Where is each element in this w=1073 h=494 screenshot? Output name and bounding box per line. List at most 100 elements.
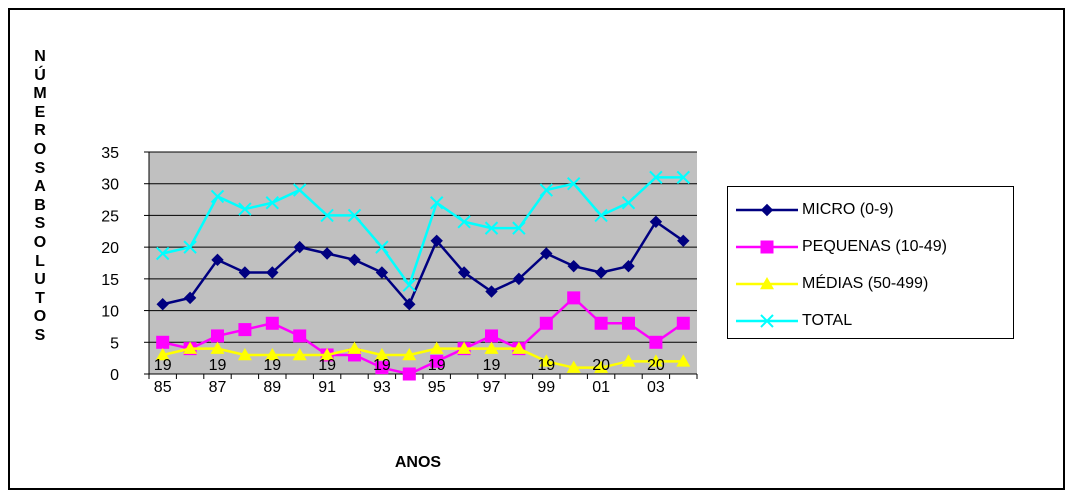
- x-tick-label-bottom: 03: [647, 379, 665, 396]
- data-point-square: [402, 367, 416, 381]
- x-axis-title: ANOS: [395, 454, 442, 471]
- y-axis-title-letter: S: [34, 159, 46, 177]
- data-point-square: [594, 316, 608, 330]
- data-point-x: [265, 196, 280, 210]
- data-point-square: [265, 316, 279, 330]
- series-layer: [155, 170, 691, 381]
- data-point-triangle: [320, 347, 335, 361]
- data-point-triangle: [155, 347, 170, 361]
- x-tick-label-top: 19: [483, 357, 501, 374]
- data-point-x: [594, 208, 608, 223]
- data-point-diamond: [485, 285, 498, 298]
- legend-label: MÉDIAS (50-499): [802, 275, 929, 292]
- data-point-x-stroke: [760, 314, 774, 328]
- data-point-x: [347, 208, 362, 223]
- series-group: [155, 341, 691, 373]
- y-tick-label: 10: [101, 304, 119, 321]
- data-point-diamond: [211, 253, 224, 267]
- x-tick-label-bottom: 99: [537, 379, 555, 396]
- series-line: [162, 347, 684, 369]
- data-point-x-stroke: [512, 221, 526, 235]
- y-axis-title-letter: U: [34, 271, 46, 289]
- x-tick-label-bottom: 91: [318, 379, 336, 396]
- y-tick-label: 35: [101, 145, 119, 162]
- data-point-diamond: [266, 266, 279, 279]
- y-axis-title-letter: O: [33, 233, 47, 251]
- legend-swatch: [736, 314, 798, 328]
- legend-item: TOTAL: [734, 308, 852, 334]
- data-point-diamond: [430, 234, 443, 248]
- data-point-x: [457, 215, 471, 229]
- data-point-x-stroke: [594, 208, 608, 223]
- data-point-square: [211, 329, 224, 343]
- data-point-x: [292, 183, 307, 197]
- data-point-x: [210, 189, 225, 204]
- y-axis-title-letter: M: [33, 85, 47, 103]
- data-point-triangle: [566, 360, 581, 373]
- x-tick-label-bottom: 01: [592, 379, 610, 396]
- y-axis-title-letter: Ú: [34, 66, 46, 84]
- data-point-triangle: [292, 347, 307, 361]
- data-point-x: [621, 196, 636, 210]
- data-point-x-stroke: [484, 221, 499, 235]
- y-axis-title-letter: S: [34, 215, 46, 233]
- y-tick-label: 0: [110, 367, 119, 384]
- data-point-square: [676, 316, 690, 330]
- data-point-diamond: [622, 259, 635, 273]
- x-tick-label-bottom: 85: [154, 379, 172, 396]
- y-tick-label: 15: [101, 272, 119, 289]
- data-point-diamond: [348, 253, 361, 267]
- y-axis-title-letter: R: [34, 122, 46, 140]
- y-axis-title-letter: E: [34, 103, 46, 121]
- data-point-x: [429, 196, 444, 210]
- data-point-square: [485, 329, 498, 343]
- data-point-x: [320, 208, 334, 223]
- data-point-diamond: [183, 291, 197, 305]
- data-point-square: [539, 316, 553, 330]
- legend-item: MICRO (0-9): [734, 197, 894, 223]
- data-point-square: [430, 354, 444, 368]
- data-point-x: [676, 170, 691, 185]
- x-tick-label-top: 19: [373, 357, 391, 374]
- y-axis-title-letter: L: [35, 252, 45, 270]
- data-point-x: [566, 177, 581, 191]
- data-point-triangle: [648, 354, 663, 367]
- data-point-x-stroke: [402, 278, 417, 292]
- x-tick-label-top: 20: [592, 357, 610, 374]
- data-point-x-stroke: [238, 202, 252, 216]
- x-tick-label-bottom: 93: [373, 379, 391, 396]
- legend-item: PEQUENAS (10-49): [734, 234, 947, 260]
- data-point-x: [375, 240, 389, 254]
- y-axis-title-letter: N: [34, 48, 46, 65]
- data-point-triangle: [594, 360, 609, 373]
- y-axis-title-letter: S: [34, 326, 46, 344]
- data-point-square: [760, 240, 774, 254]
- data-point-triangle: [429, 341, 444, 354]
- data-point-x-stroke: [676, 170, 691, 185]
- x-tick-label-bottom: 89: [263, 379, 281, 396]
- x-tick-label-top: 19: [318, 357, 336, 374]
- data-point-x: [484, 221, 499, 235]
- legend: MICRO (0-9) PEQUENAS (10-49) MÉDIAS (50-49…: [727, 186, 1014, 339]
- y-tick-label: 20: [101, 240, 119, 257]
- y-axis-title-letter: B: [34, 196, 46, 214]
- data-point-x-stroke: [155, 246, 170, 261]
- data-point-triangle: [676, 354, 691, 367]
- data-point-triangle: [237, 347, 252, 361]
- y-tick-label: 5: [110, 335, 119, 352]
- data-point-triangle: [760, 277, 774, 290]
- data-point-square: [293, 329, 307, 343]
- x-tick-label-bottom: 97: [483, 379, 501, 396]
- data-point-diamond: [238, 266, 252, 279]
- series-group: [156, 291, 690, 381]
- legend-item: MÉDIAS (50-499): [734, 271, 928, 297]
- plot-area: [149, 152, 697, 374]
- data-point-x-stroke: [649, 170, 663, 185]
- data-point-triangle: [484, 341, 499, 354]
- data-point-diamond: [677, 234, 690, 248]
- data-point-x-stroke: [347, 208, 362, 223]
- data-point-x: [760, 314, 774, 328]
- x-tick-labels: 19 85 19 87 19 89 19 91 19 93 19 95 19 97 19 99 20 01 20 03: [154, 357, 665, 396]
- data-point-x-stroke: [375, 240, 389, 254]
